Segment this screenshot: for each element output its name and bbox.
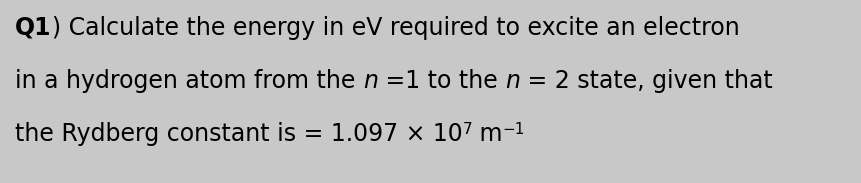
Text: 7: 7: [462, 122, 473, 137]
Text: the Rydberg constant is = 1.097 × 10: the Rydberg constant is = 1.097 × 10: [15, 122, 462, 146]
Text: ) Calculate the energy in eV required to excite an electron: ) Calculate the energy in eV required to…: [52, 16, 740, 40]
Text: −1: −1: [503, 122, 525, 137]
Text: = 2 state, given that: = 2 state, given that: [520, 69, 773, 93]
Text: m: m: [473, 122, 503, 146]
Text: in a hydrogen atom from the: in a hydrogen atom from the: [15, 69, 362, 93]
Text: =1 to the: =1 to the: [378, 69, 505, 93]
Text: n: n: [505, 69, 520, 93]
Text: n: n: [362, 69, 378, 93]
Text: Q1: Q1: [15, 16, 52, 40]
